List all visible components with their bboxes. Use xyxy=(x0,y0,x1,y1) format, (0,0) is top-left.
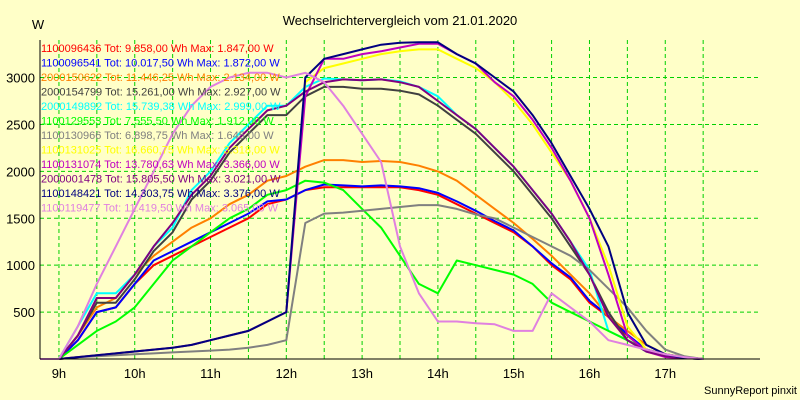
y-tick-label: 2500 xyxy=(6,117,35,132)
series-line xyxy=(40,71,704,360)
x-tick-label: 10h xyxy=(124,366,146,381)
legend-entry: 1100131074 Tot: 13.780,63 Wh Max: 3.366,… xyxy=(41,159,280,171)
series-line xyxy=(40,204,704,360)
y-axis-label: W xyxy=(32,17,45,32)
grid xyxy=(40,40,760,359)
x-tick-label: 15h xyxy=(503,366,525,381)
legend-entry: 1100131025 Tot: 16.660,75 Wh Max: 3.318,… xyxy=(41,145,280,157)
series-lines xyxy=(40,41,704,360)
series-line xyxy=(40,183,704,360)
tick-labels: 9h 10h 11h 12h 13h 14h 15h 16h 17h 500 1000 1500 200… xyxy=(6,71,676,381)
footer-credit: SunnyReport pinxit xyxy=(704,385,797,397)
x-tick-label: 13h xyxy=(351,366,373,381)
legend-entry: 2000149892 Tot: 15.739,38 Wh Max: 2.999,… xyxy=(41,101,281,113)
y-tick-label: 2000 xyxy=(6,164,35,179)
legend-entry: 1100148421 Tot: 14.303,75 Wh Max: 3.376,… xyxy=(41,188,280,200)
x-tick-label: 17h xyxy=(654,366,676,381)
x-tick-label: 12h xyxy=(275,366,297,381)
legend-entry: 1100130966 Tot: 6.898,75 Wh Max: 1.645,0… xyxy=(41,130,274,142)
legend-entry: 1100096436 Tot: 9.858,00 Wh Max: 1.847,0… xyxy=(41,43,274,55)
legend: 1100096436 Tot: 9.858,00 Wh Max: 1.847,0… xyxy=(41,43,281,215)
y-tick-label: 1500 xyxy=(6,211,35,226)
chart-title: Wechselrichtervergleich vom 21.01.2020 xyxy=(283,13,518,28)
series-line xyxy=(40,159,704,360)
legend-entry: 1100119477 Tot: 11.419,50 Wh Max: 3.065,… xyxy=(41,203,279,215)
x-tick-label: 9h xyxy=(52,366,66,381)
y-tick-label: 500 xyxy=(13,305,35,320)
legend-entry: 2000150622 Tot: 11.446,25 Wh Max: 2.134,… xyxy=(41,72,280,84)
series-line xyxy=(40,41,704,360)
y-tick-label: 3000 xyxy=(6,71,35,86)
series-line xyxy=(40,179,704,360)
series-line xyxy=(40,78,704,360)
series-line xyxy=(40,186,704,360)
legend-entry: 1100129553 Tot: 7.555,50 Wh Max: 1.912,0… xyxy=(41,116,274,128)
x-tick-label: 14h xyxy=(427,366,449,381)
legend-entry: 2000001478 Tot: 15.805,50 Wh Max: 3.021,… xyxy=(41,174,281,186)
axes xyxy=(39,40,760,360)
x-tick-label: 11h xyxy=(200,366,221,381)
legend-entry: 1100096541 Tot: 10.017,50 Wh Max: 1.872,… xyxy=(41,58,280,70)
y-tick-label: 1000 xyxy=(6,258,35,273)
x-tick-label: 16h xyxy=(579,366,601,381)
legend-entry: 2000154799 Tot: 15.261,00 Wh Max: 2.927,… xyxy=(41,87,281,99)
